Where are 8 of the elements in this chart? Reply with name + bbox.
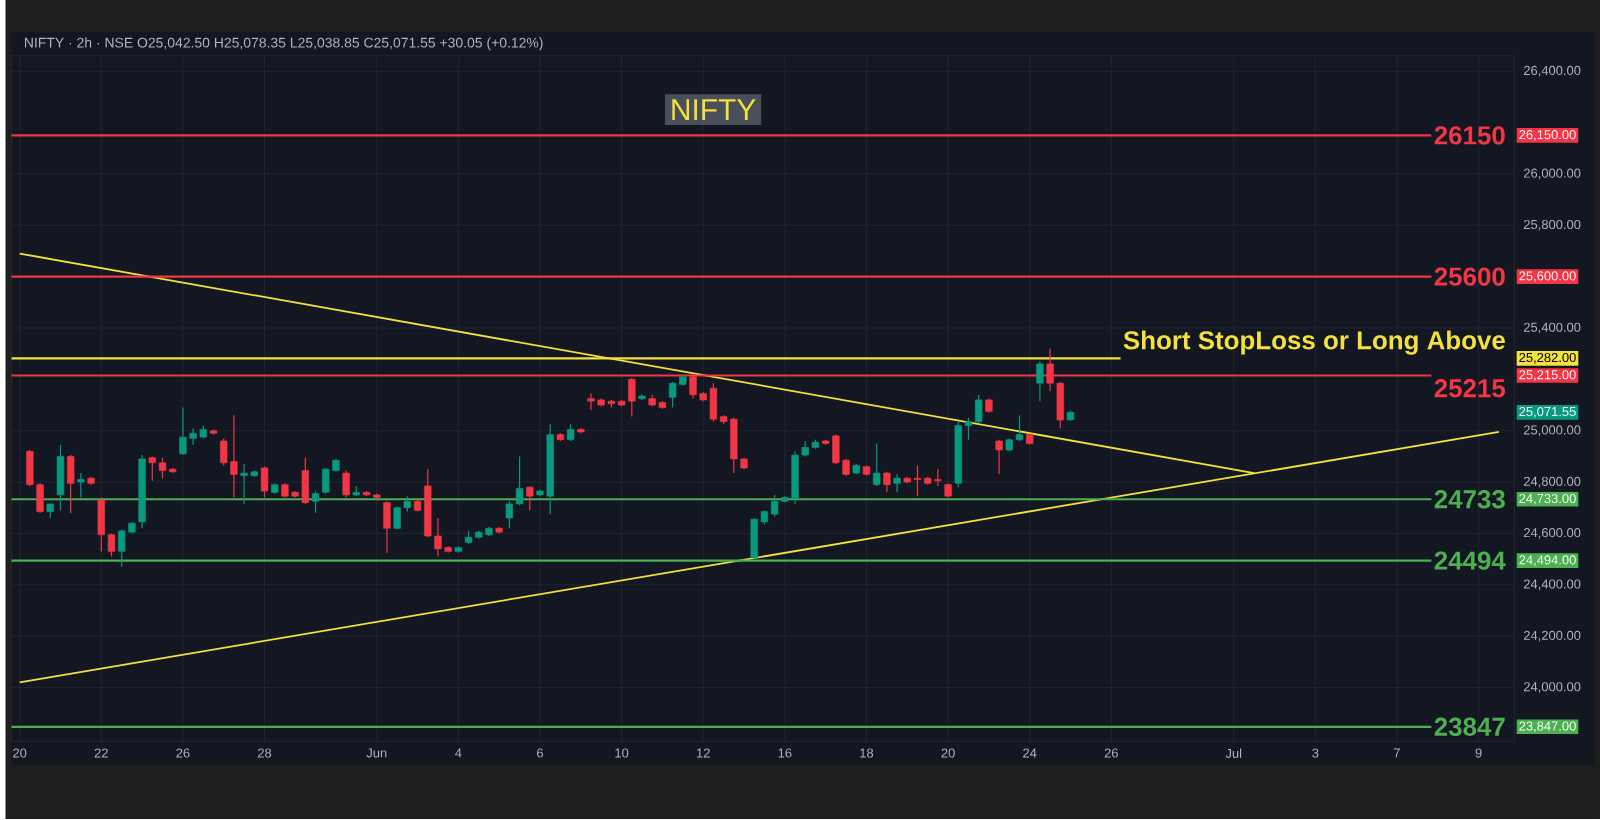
ref-line-label: 23847 (1434, 718, 1505, 737)
ref-line-label: 26150 (1434, 126, 1505, 145)
ref-line-label: 24494 (1434, 551, 1506, 571)
ref-line-label: 25600 (1434, 267, 1505, 287)
ref-line-label: 24733 (1434, 490, 1505, 509)
ref-line-label: Short StopLoss or Long Above (1123, 330, 1505, 356)
ref-line-label: 25215 (1434, 379, 1506, 398)
text: NIFTY (672, 99, 756, 121)
